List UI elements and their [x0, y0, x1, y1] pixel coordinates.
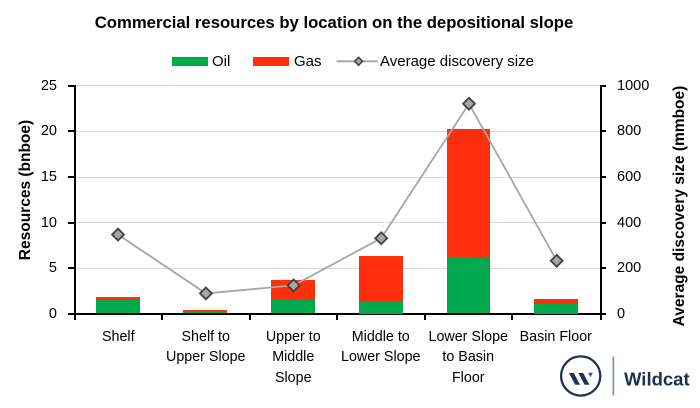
svg-text:Wildcat: Wildcat	[624, 369, 690, 390]
